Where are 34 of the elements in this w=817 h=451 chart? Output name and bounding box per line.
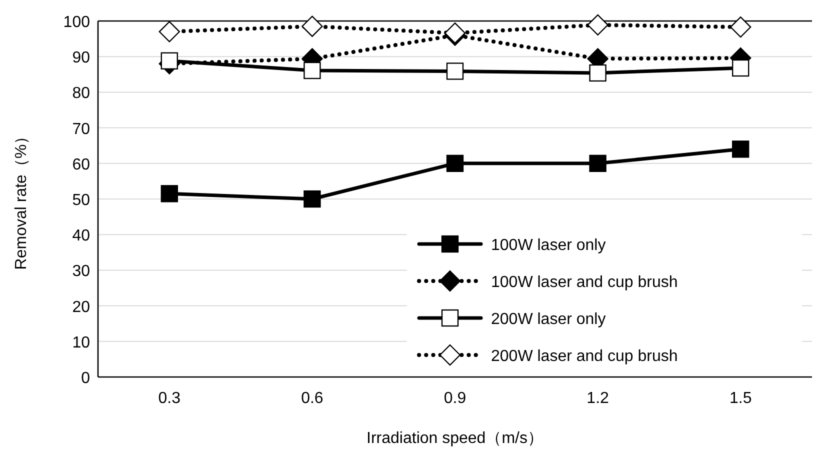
point [589, 64, 606, 82]
point [446, 62, 464, 80]
y-tick-label: 60 [72, 156, 90, 174]
legend-label: 100W laser and cup brush [491, 274, 678, 291]
x-axis-title: Irradiation speed（m/s） [366, 430, 544, 447]
point [732, 59, 750, 77]
point [302, 16, 323, 37]
y-tick-label: 90 [72, 50, 90, 67]
point [160, 52, 178, 70]
point [587, 14, 608, 36]
y-tick-label: 70 [72, 120, 90, 138]
x-tick-label: 0.9 [444, 390, 466, 407]
y-tick-label: 80 [72, 85, 90, 102]
y-tick-label: 40 [72, 228, 90, 245]
y-axis-title: Removal rate（%） [13, 128, 30, 270]
point [304, 62, 321, 80]
legend-label: 100W laser only [491, 237, 606, 254]
point [304, 190, 321, 208]
legend-label: 200W laser and cup brush [491, 348, 678, 365]
x-tick-label: 0.3 [158, 390, 181, 407]
x-tick-label: 0.6 [301, 390, 324, 407]
point [589, 154, 606, 172]
y-tick-label: 20 [72, 298, 90, 316]
y-tick-label: 50 [72, 192, 90, 209]
y-tick-label: 30 [72, 263, 90, 280]
point [732, 140, 750, 158]
x-tick-label: 1.2 [586, 390, 610, 407]
y-tick-label: 10 [72, 334, 90, 352]
x-tick-label: 1.5 [729, 390, 752, 407]
y-tick-label: 100 [63, 14, 90, 31]
point [446, 154, 464, 172]
y-tick-label: 0 [81, 370, 90, 387]
point [160, 185, 178, 202]
legend-label: 200W laser only [491, 311, 606, 328]
